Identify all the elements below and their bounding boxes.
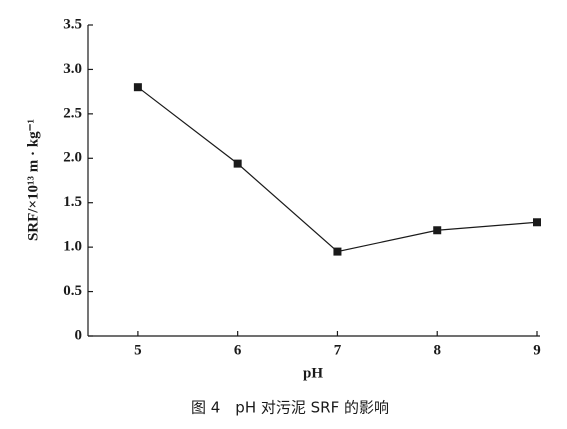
y-tick-label: 3.0 xyxy=(63,61,82,77)
y-tick-label: 0.5 xyxy=(63,283,82,299)
y-tick-label: 1.0 xyxy=(63,239,82,255)
point xyxy=(133,83,142,92)
y-tick-label: 0 xyxy=(75,327,83,343)
point xyxy=(333,247,342,256)
y-tick-label: 3.5 xyxy=(63,16,82,32)
y-tick-label: 2.0 xyxy=(63,150,82,166)
data-line xyxy=(137,86,538,253)
x-tick-label: 6 xyxy=(234,342,242,358)
x-tick-label: 8 xyxy=(433,342,441,358)
y-tick-label: 1.5 xyxy=(63,194,82,210)
point xyxy=(533,218,541,227)
x-tick-label: 5 xyxy=(134,342,142,358)
x-tick-label: 7 xyxy=(334,342,342,358)
point xyxy=(233,159,242,168)
y-axis-label: SRF/×10¹³ m · kg⁻¹ xyxy=(25,119,41,241)
caption: 图 4 pH 对污泥 SRF 的影响 xyxy=(191,399,389,417)
point xyxy=(433,226,442,235)
x-tick-label: 9 xyxy=(533,342,541,358)
x-axis-label: pH xyxy=(303,365,323,381)
y-tick-label: 2.5 xyxy=(63,105,82,121)
